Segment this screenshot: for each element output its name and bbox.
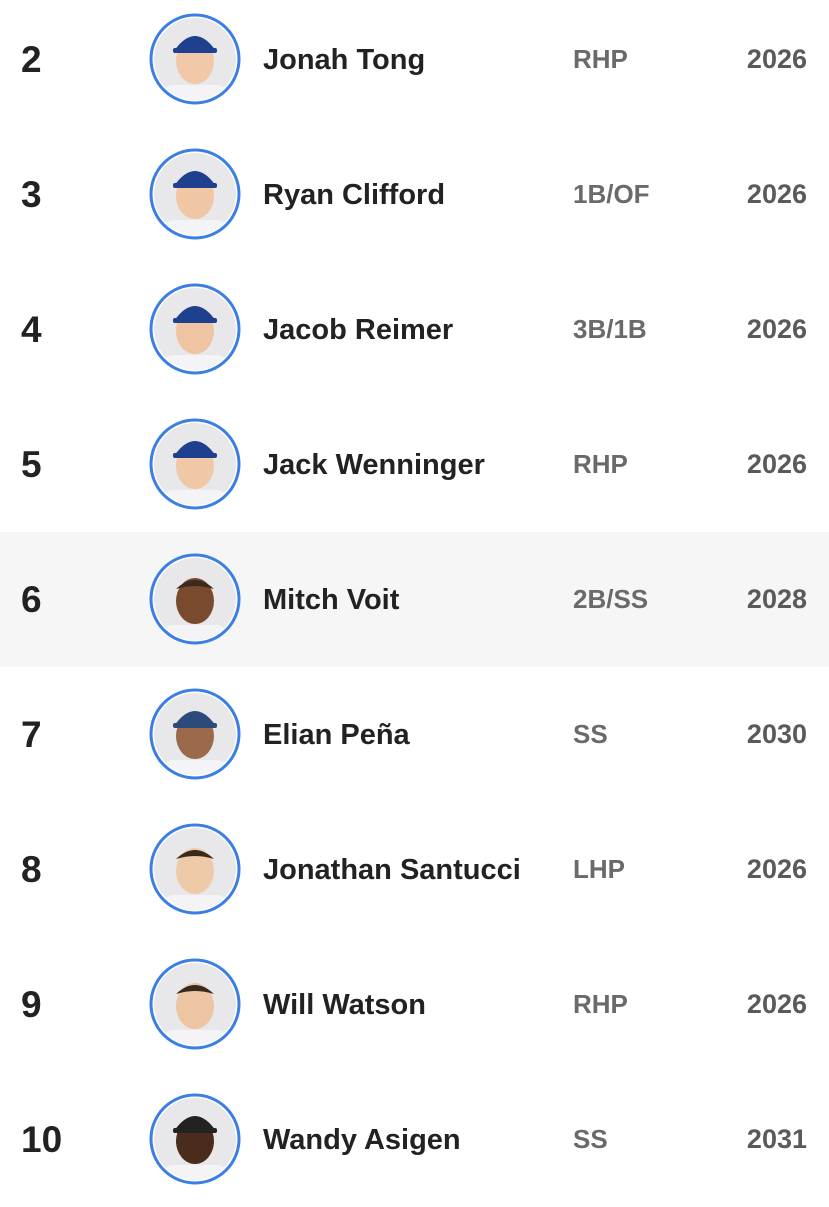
player-name: Jacob Reimer [263,313,454,346]
eta-year: 2031 [746,1124,807,1154]
eta-year: 2026 [746,314,807,344]
player-avatar [149,553,241,645]
player-name: Elian Peña [263,718,410,751]
position: SS [573,1124,608,1154]
player-avatar [149,283,241,375]
player-avatar [149,418,241,510]
eta-year: 2028 [746,584,807,614]
list-row: 7 Elian Peña SS 2030 [0,667,829,802]
position: SS [573,719,608,749]
player-name: Will Watson [263,988,426,1021]
position: 2B/SS [573,584,649,614]
player-avatar [149,13,241,105]
eta-year: 2026 [746,449,807,479]
player-name: Ryan Clifford [263,178,446,211]
position: 3B/1B [573,314,647,344]
rank: 9 [21,984,42,1025]
rank: 7 [21,714,42,755]
rank: 6 [21,579,42,620]
list-row: 2 Jonah Tong RHP 2026 [0,0,829,127]
rank: 3 [21,174,42,215]
list-row: 9 Will Watson RHP 2026 [0,937,829,1072]
list-row: 10 Wandy Asigen SS 2031 [0,1072,829,1207]
player-avatar [149,823,241,915]
rank: 5 [21,444,42,485]
rank: 8 [21,849,42,890]
list-row: 3 Ryan Clifford 1B/OF 2026 [0,127,829,262]
rank: 4 [21,309,42,350]
player-name: Jonah Tong [263,43,426,76]
rank: 10 [21,1119,63,1160]
eta-year: 2026 [746,44,807,74]
position: RHP [573,989,628,1019]
position: LHP [573,854,625,884]
list-row: 6 Mitch Voit 2B/SS 2028 [0,532,829,667]
eta-year: 2026 [746,989,807,1019]
position: 1B/OF [573,179,650,209]
player-avatar [149,688,241,780]
rank: 2 [21,39,42,80]
eta-year: 2030 [746,719,807,749]
position: RHP [573,44,628,74]
eta-year: 2026 [746,854,807,884]
player-name: Mitch Voit [263,583,400,616]
list-row: 8 Jonathan Santucci LHP 2026 [0,802,829,937]
player-avatar [149,958,241,1050]
player-avatar [149,1093,241,1185]
position: RHP [573,449,628,479]
player-name: Jack Wenninger [263,448,485,481]
player-avatar [149,148,241,240]
list-row: 4 Jacob Reimer 3B/1B 2026 [0,262,829,397]
player-name: Jonathan Santucci [263,853,521,886]
eta-year: 2026 [746,179,807,209]
list-row: 5 Jack Wenninger RHP 2026 [0,397,829,532]
player-name: Wandy Asigen [263,1123,461,1156]
